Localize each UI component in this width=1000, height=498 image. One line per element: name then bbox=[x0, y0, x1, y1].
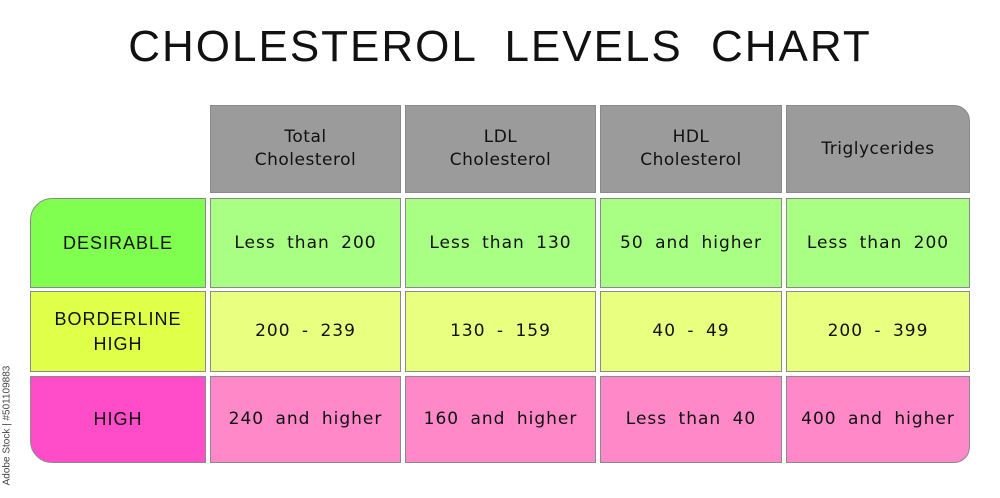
table-cell-text: 200 - 399 bbox=[827, 321, 929, 342]
table-cell: 130 - 159 bbox=[405, 291, 596, 372]
table-cell: 50 and higher bbox=[600, 198, 782, 288]
chart-title: CHOLESTEROL LEVELS CHART bbox=[128, 22, 872, 71]
column-header-text: LDL Cholesterol bbox=[449, 127, 552, 170]
column-header: HDL Cholesterol bbox=[600, 105, 782, 193]
row-label-text: HIGH bbox=[93, 409, 143, 430]
column-header: Total Cholesterol bbox=[210, 105, 401, 193]
watermark: Adobe Stock | #501109883 bbox=[1, 365, 13, 486]
table-cell-text: 160 and higher bbox=[423, 409, 578, 430]
table-cell-text: 240 and higher bbox=[228, 409, 383, 430]
table-cell: Less than 40 bbox=[600, 376, 782, 463]
table-cell: 160 and higher bbox=[405, 376, 596, 463]
table-cell: 400 and higher bbox=[786, 376, 970, 463]
row-label: HIGH bbox=[30, 376, 206, 463]
table-cell: 240 and higher bbox=[210, 376, 401, 463]
table-cell-text: 40 - 49 bbox=[652, 321, 730, 342]
table-cell-text: 400 and higher bbox=[801, 409, 955, 430]
table-cell: Less than 130 bbox=[405, 198, 596, 288]
table-cell: 200 - 239 bbox=[210, 291, 401, 372]
column-header-text: Total Cholesterol bbox=[254, 127, 357, 170]
table-cell-text: 200 - 239 bbox=[255, 321, 356, 342]
table-cell-text: 130 - 159 bbox=[450, 321, 551, 342]
row-label: BORDERLINE HIGH bbox=[30, 291, 206, 372]
table-cell: Less than 200 bbox=[786, 198, 970, 288]
row-label-text: BORDERLINE HIGH bbox=[54, 309, 182, 354]
column-header-text: HDL Cholesterol bbox=[640, 127, 742, 170]
table-cell: 40 - 49 bbox=[600, 291, 782, 372]
table-cell-text: Less than 130 bbox=[429, 232, 572, 253]
table-cell: Less than 200 bbox=[210, 198, 401, 288]
column-header-text: Triglycerides bbox=[821, 138, 935, 159]
table-cell-text: Less than 200 bbox=[234, 232, 377, 253]
table-cell-text: 50 and higher bbox=[620, 232, 762, 253]
table-cell-text: Less than 200 bbox=[806, 232, 950, 253]
table-cell-text: Less than 40 bbox=[625, 409, 757, 430]
column-header: Triglycerides bbox=[786, 105, 970, 193]
row-label: DESIRABLE bbox=[30, 198, 206, 288]
column-header: LDL Cholesterol bbox=[405, 105, 596, 193]
row-label-text: DESIRABLE bbox=[62, 232, 174, 253]
table-cell: 200 - 399 bbox=[786, 291, 970, 372]
